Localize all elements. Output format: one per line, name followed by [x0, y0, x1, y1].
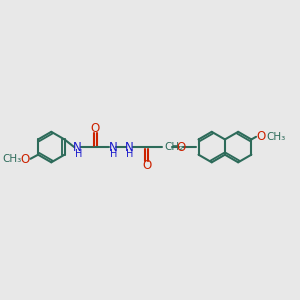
Text: H: H: [75, 149, 82, 159]
Text: O: O: [20, 153, 30, 166]
Text: N: N: [125, 141, 134, 154]
Text: CH₃: CH₃: [266, 131, 285, 142]
Text: N: N: [109, 141, 117, 154]
Text: CH₂: CH₂: [164, 142, 184, 152]
Text: H: H: [126, 149, 133, 159]
Text: O: O: [256, 130, 266, 143]
Text: O: O: [176, 141, 186, 154]
Text: H: H: [110, 149, 117, 159]
Text: CH₃: CH₃: [2, 154, 22, 164]
Text: N: N: [73, 141, 82, 154]
Text: O: O: [91, 122, 100, 135]
Text: O: O: [142, 159, 151, 172]
